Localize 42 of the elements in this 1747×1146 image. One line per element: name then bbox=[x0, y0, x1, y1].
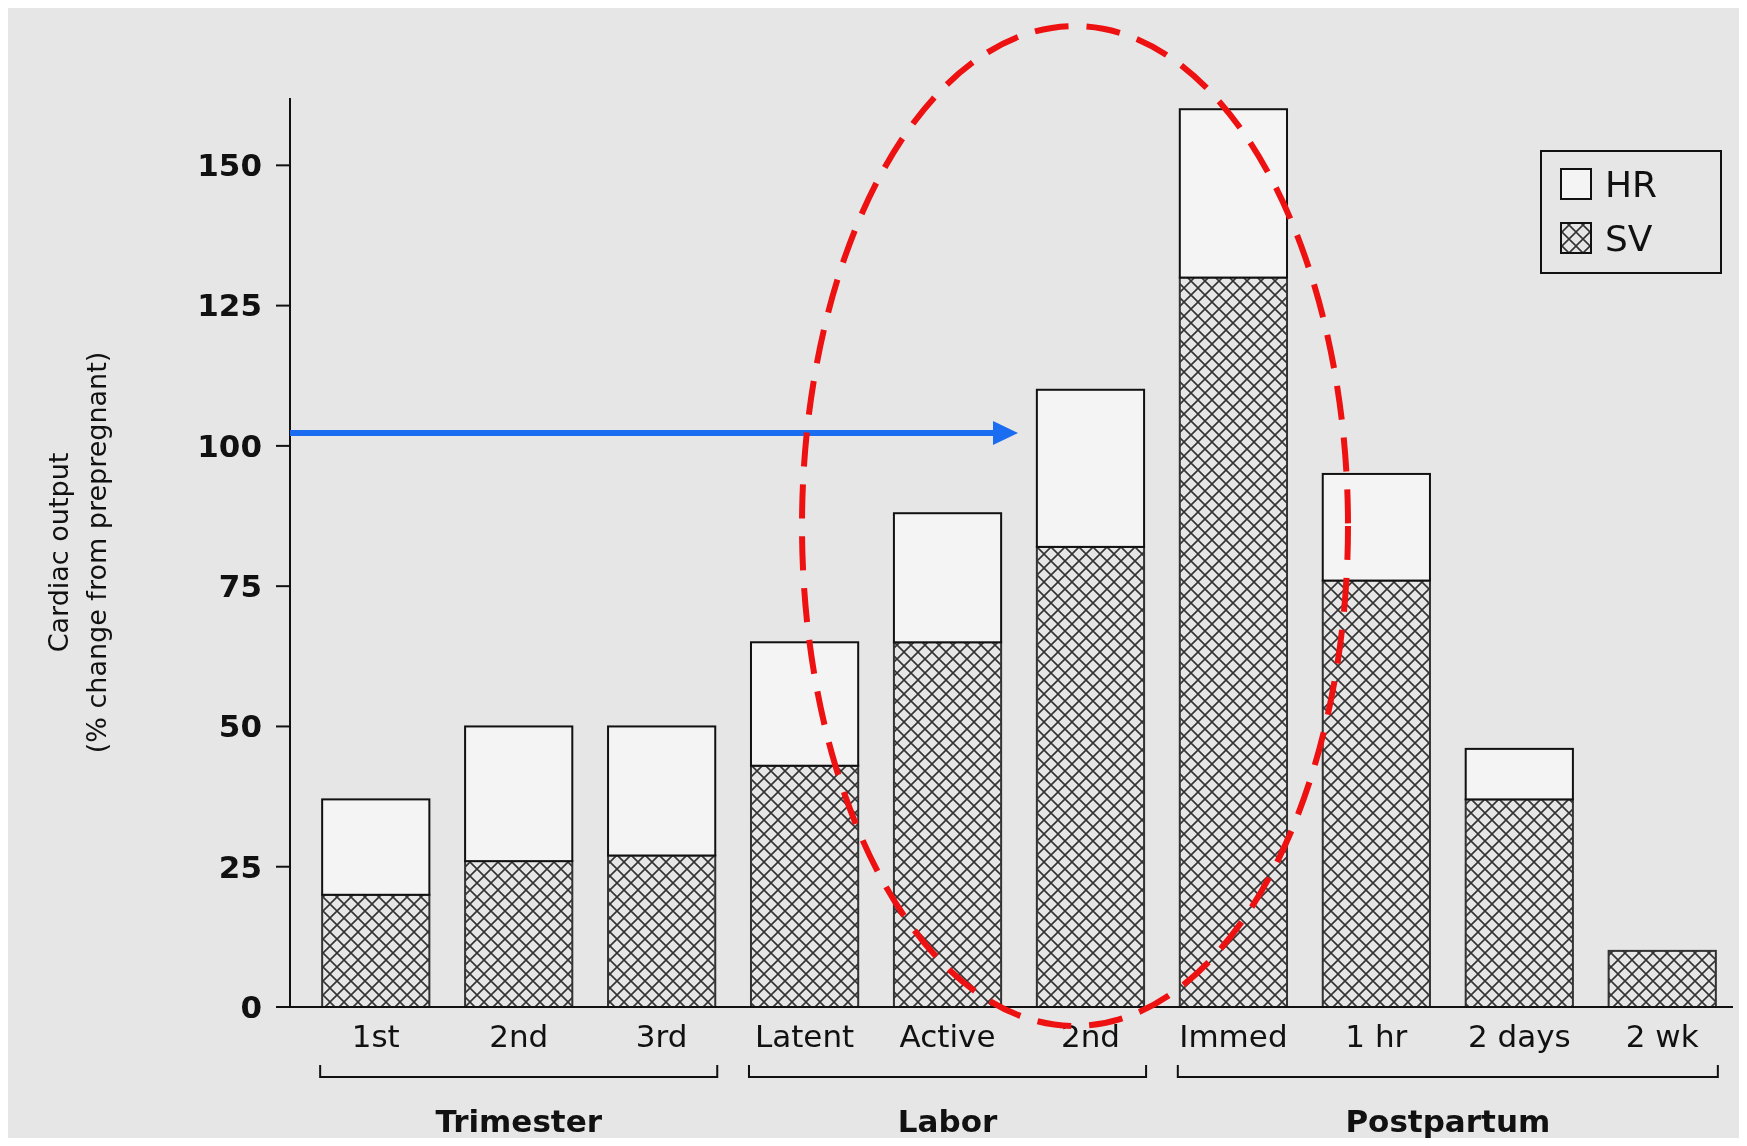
x-tick-label: 2 days bbox=[1467, 1018, 1571, 1054]
bar bbox=[1464, 747, 1574, 801]
x-tick-label: 1st bbox=[351, 1018, 400, 1054]
bar bbox=[1178, 108, 1289, 279]
x-tick-label: 1 hr bbox=[1345, 1018, 1408, 1054]
y-tick-label: 75 bbox=[218, 568, 262, 605]
text: Labor bbox=[897, 1103, 998, 1139]
bar bbox=[1321, 472, 1431, 582]
bar bbox=[1321, 579, 1431, 1008]
bar bbox=[892, 512, 1003, 644]
y-tick-label: 125 bbox=[197, 287, 262, 324]
text: Postpartum bbox=[1345, 1103, 1551, 1139]
bar bbox=[749, 764, 860, 1008]
x-tick-label: 2nd bbox=[489, 1018, 549, 1054]
bar bbox=[1607, 949, 1717, 1008]
bar bbox=[321, 798, 431, 896]
x-tick-label: 2 wk bbox=[1625, 1018, 1699, 1054]
bar bbox=[607, 725, 717, 857]
bar bbox=[1464, 798, 1574, 1008]
y-tick-label: 0 bbox=[240, 988, 262, 1025]
bar bbox=[464, 725, 574, 863]
bar bbox=[749, 641, 860, 767]
x-tick-label: Active bbox=[899, 1018, 996, 1054]
bar bbox=[1178, 276, 1289, 1008]
x-tick-label: Latent bbox=[754, 1018, 855, 1054]
bar bbox=[1035, 388, 1146, 548]
bar bbox=[892, 641, 1003, 1008]
legend-label: HR bbox=[1605, 163, 1658, 205]
bar bbox=[321, 893, 431, 1008]
bar bbox=[1035, 545, 1146, 1008]
y-axis-title: Cardiac output (% change from prepregnant) bbox=[43, 351, 112, 754]
text: Trimester bbox=[435, 1103, 603, 1139]
x-tick-label: 2nd bbox=[1060, 1018, 1120, 1054]
bar bbox=[464, 860, 574, 1008]
bar bbox=[607, 854, 717, 1008]
x-tick-label: 3rd bbox=[635, 1018, 688, 1054]
y-tick-label: 100 bbox=[197, 427, 262, 464]
legend-label: SV bbox=[1605, 217, 1653, 259]
y-tick-label: 50 bbox=[218, 708, 262, 745]
y-tick-label: 150 bbox=[197, 147, 262, 184]
y-tick-label: 25 bbox=[218, 848, 262, 885]
x-tick-label: Immed bbox=[1179, 1018, 1288, 1054]
